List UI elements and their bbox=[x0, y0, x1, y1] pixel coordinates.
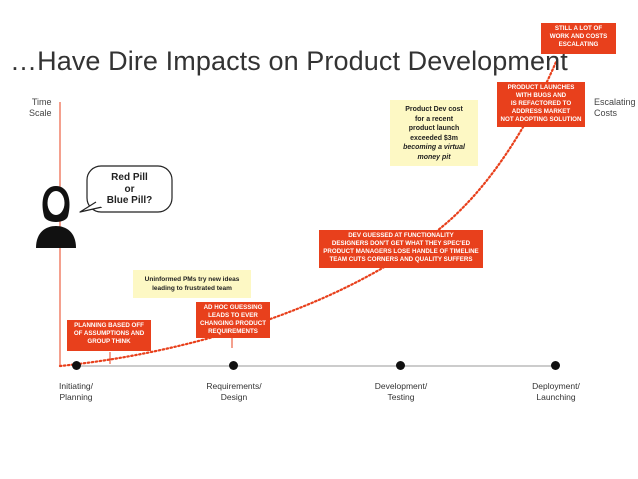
callout-line: PLANNING BASED OFF bbox=[74, 322, 144, 329]
stage-label-development: Development/ Testing bbox=[356, 381, 446, 403]
stage-label-line: Requirements/ bbox=[206, 381, 262, 391]
adhoc-callout: AD HOC GUESSING LEADS TO EVER CHANGING P… bbox=[196, 302, 270, 338]
callout-line: becoming a virtual bbox=[403, 144, 465, 152]
callout-line: product launch bbox=[408, 125, 460, 133]
callout-line: money pit bbox=[417, 153, 451, 161]
launches-callout: PRODUCT LAUNCHES WITH BUGS AND IS REFACT… bbox=[497, 82, 585, 127]
callout-line: ESCALATING bbox=[558, 41, 599, 48]
stage-label-requirements: Requirements/ Design bbox=[188, 381, 280, 403]
axis-label-line: Costs bbox=[594, 108, 618, 118]
stage-label-line: Initiating/ bbox=[58, 381, 94, 391]
callout-line: WITH BUGS AND bbox=[515, 92, 567, 99]
stage-label-line: Planning bbox=[59, 392, 93, 402]
stage-dot-development bbox=[396, 361, 405, 370]
callout-line: LEADS TO EVER bbox=[208, 312, 258, 319]
stage-label-line: Deployment/ bbox=[532, 381, 580, 391]
callout-line: leading to frustrated team bbox=[152, 285, 232, 292]
axis-label-line: Time bbox=[31, 97, 52, 107]
y-axis-label-left: Time Scale bbox=[29, 97, 52, 119]
callout-line: IS REFACTORED TO bbox=[510, 100, 572, 107]
callout-line: Product Dev cost bbox=[405, 106, 463, 113]
callout-line: DEV GUESSED AT FUNCTIONALITY bbox=[348, 232, 454, 239]
stage-label-initiating: Initiating/ Planning bbox=[36, 381, 116, 403]
axis-label-line: Escalating bbox=[594, 97, 636, 107]
stage-dot-initiating bbox=[72, 361, 81, 370]
stage-label-line: Development/ bbox=[374, 381, 428, 391]
callout-line: OF ASSUMPTIONS AND bbox=[73, 330, 145, 337]
cost-note-callout: Product Dev cost for a recent product la… bbox=[390, 100, 478, 166]
person-icon bbox=[36, 186, 76, 248]
callout-line: PRODUCT LAUNCHES bbox=[507, 84, 575, 91]
stage-label-line: Testing bbox=[387, 392, 415, 402]
uninformed-callout: Uninformed PMs try new ideas leading to … bbox=[133, 270, 251, 298]
callout-line: exceeded $3m bbox=[410, 134, 458, 142]
slide-title: …Have Dire Impacts on Product Developmen… bbox=[10, 46, 568, 76]
stage-label-deployment: Deployment/ Launching bbox=[510, 381, 602, 403]
callout-line: STILL A LOT OF bbox=[554, 25, 603, 32]
stage-dot-requirements bbox=[229, 361, 238, 370]
callout-line: REQUIREMENTS bbox=[208, 328, 258, 335]
bubble-line: Blue Pill? bbox=[106, 195, 153, 206]
axis-label-line: Scale bbox=[29, 108, 52, 118]
bubble-line: or bbox=[124, 183, 135, 195]
bubble-line: Red Pill bbox=[111, 172, 148, 183]
callout-line: DESIGNERS DON'T GET WHAT THEY SPEC'ED bbox=[331, 240, 471, 247]
y-axis-label-right: Escalating Costs bbox=[594, 97, 636, 119]
stage-label-line: Launching bbox=[536, 392, 576, 402]
callout-line: CHANGING PRODUCT bbox=[200, 320, 266, 327]
speech-bubble-text: Red Pill or Blue Pill? bbox=[87, 172, 172, 207]
still-lot-callout: STILL A LOT OF WORK AND COSTS ESCALATING bbox=[541, 23, 616, 54]
speech-bubble-shape bbox=[79, 165, 173, 213]
callout-line: TEAM CUTS CORNERS AND QUALITY SUFFERS bbox=[329, 256, 473, 263]
callout-line: WORK AND COSTS bbox=[549, 33, 608, 40]
callout-line: PRODUCT MANAGERS LOSE HANDLE OF TIMELINE bbox=[323, 248, 479, 255]
stage-label-line: Design bbox=[220, 392, 248, 402]
callout-line: Uninformed PMs try new ideas bbox=[144, 276, 240, 283]
callout-line: NOT ADOPTING SOLUTION bbox=[500, 116, 582, 123]
callout-line: ADDRESS MARKET bbox=[511, 108, 571, 115]
dev-guessed-callout: DEV GUESSED AT FUNCTIONALITY DESIGNERS D… bbox=[319, 230, 483, 268]
callout-line: AD HOC GUESSING bbox=[203, 304, 263, 311]
callout-line: GROUP THINK bbox=[87, 338, 131, 345]
planning-callout: PLANNING BASED OFF OF ASSUMPTIONS AND GR… bbox=[67, 320, 151, 351]
stage-dot-deployment bbox=[551, 361, 560, 370]
callout-line: for a recent bbox=[414, 115, 454, 123]
